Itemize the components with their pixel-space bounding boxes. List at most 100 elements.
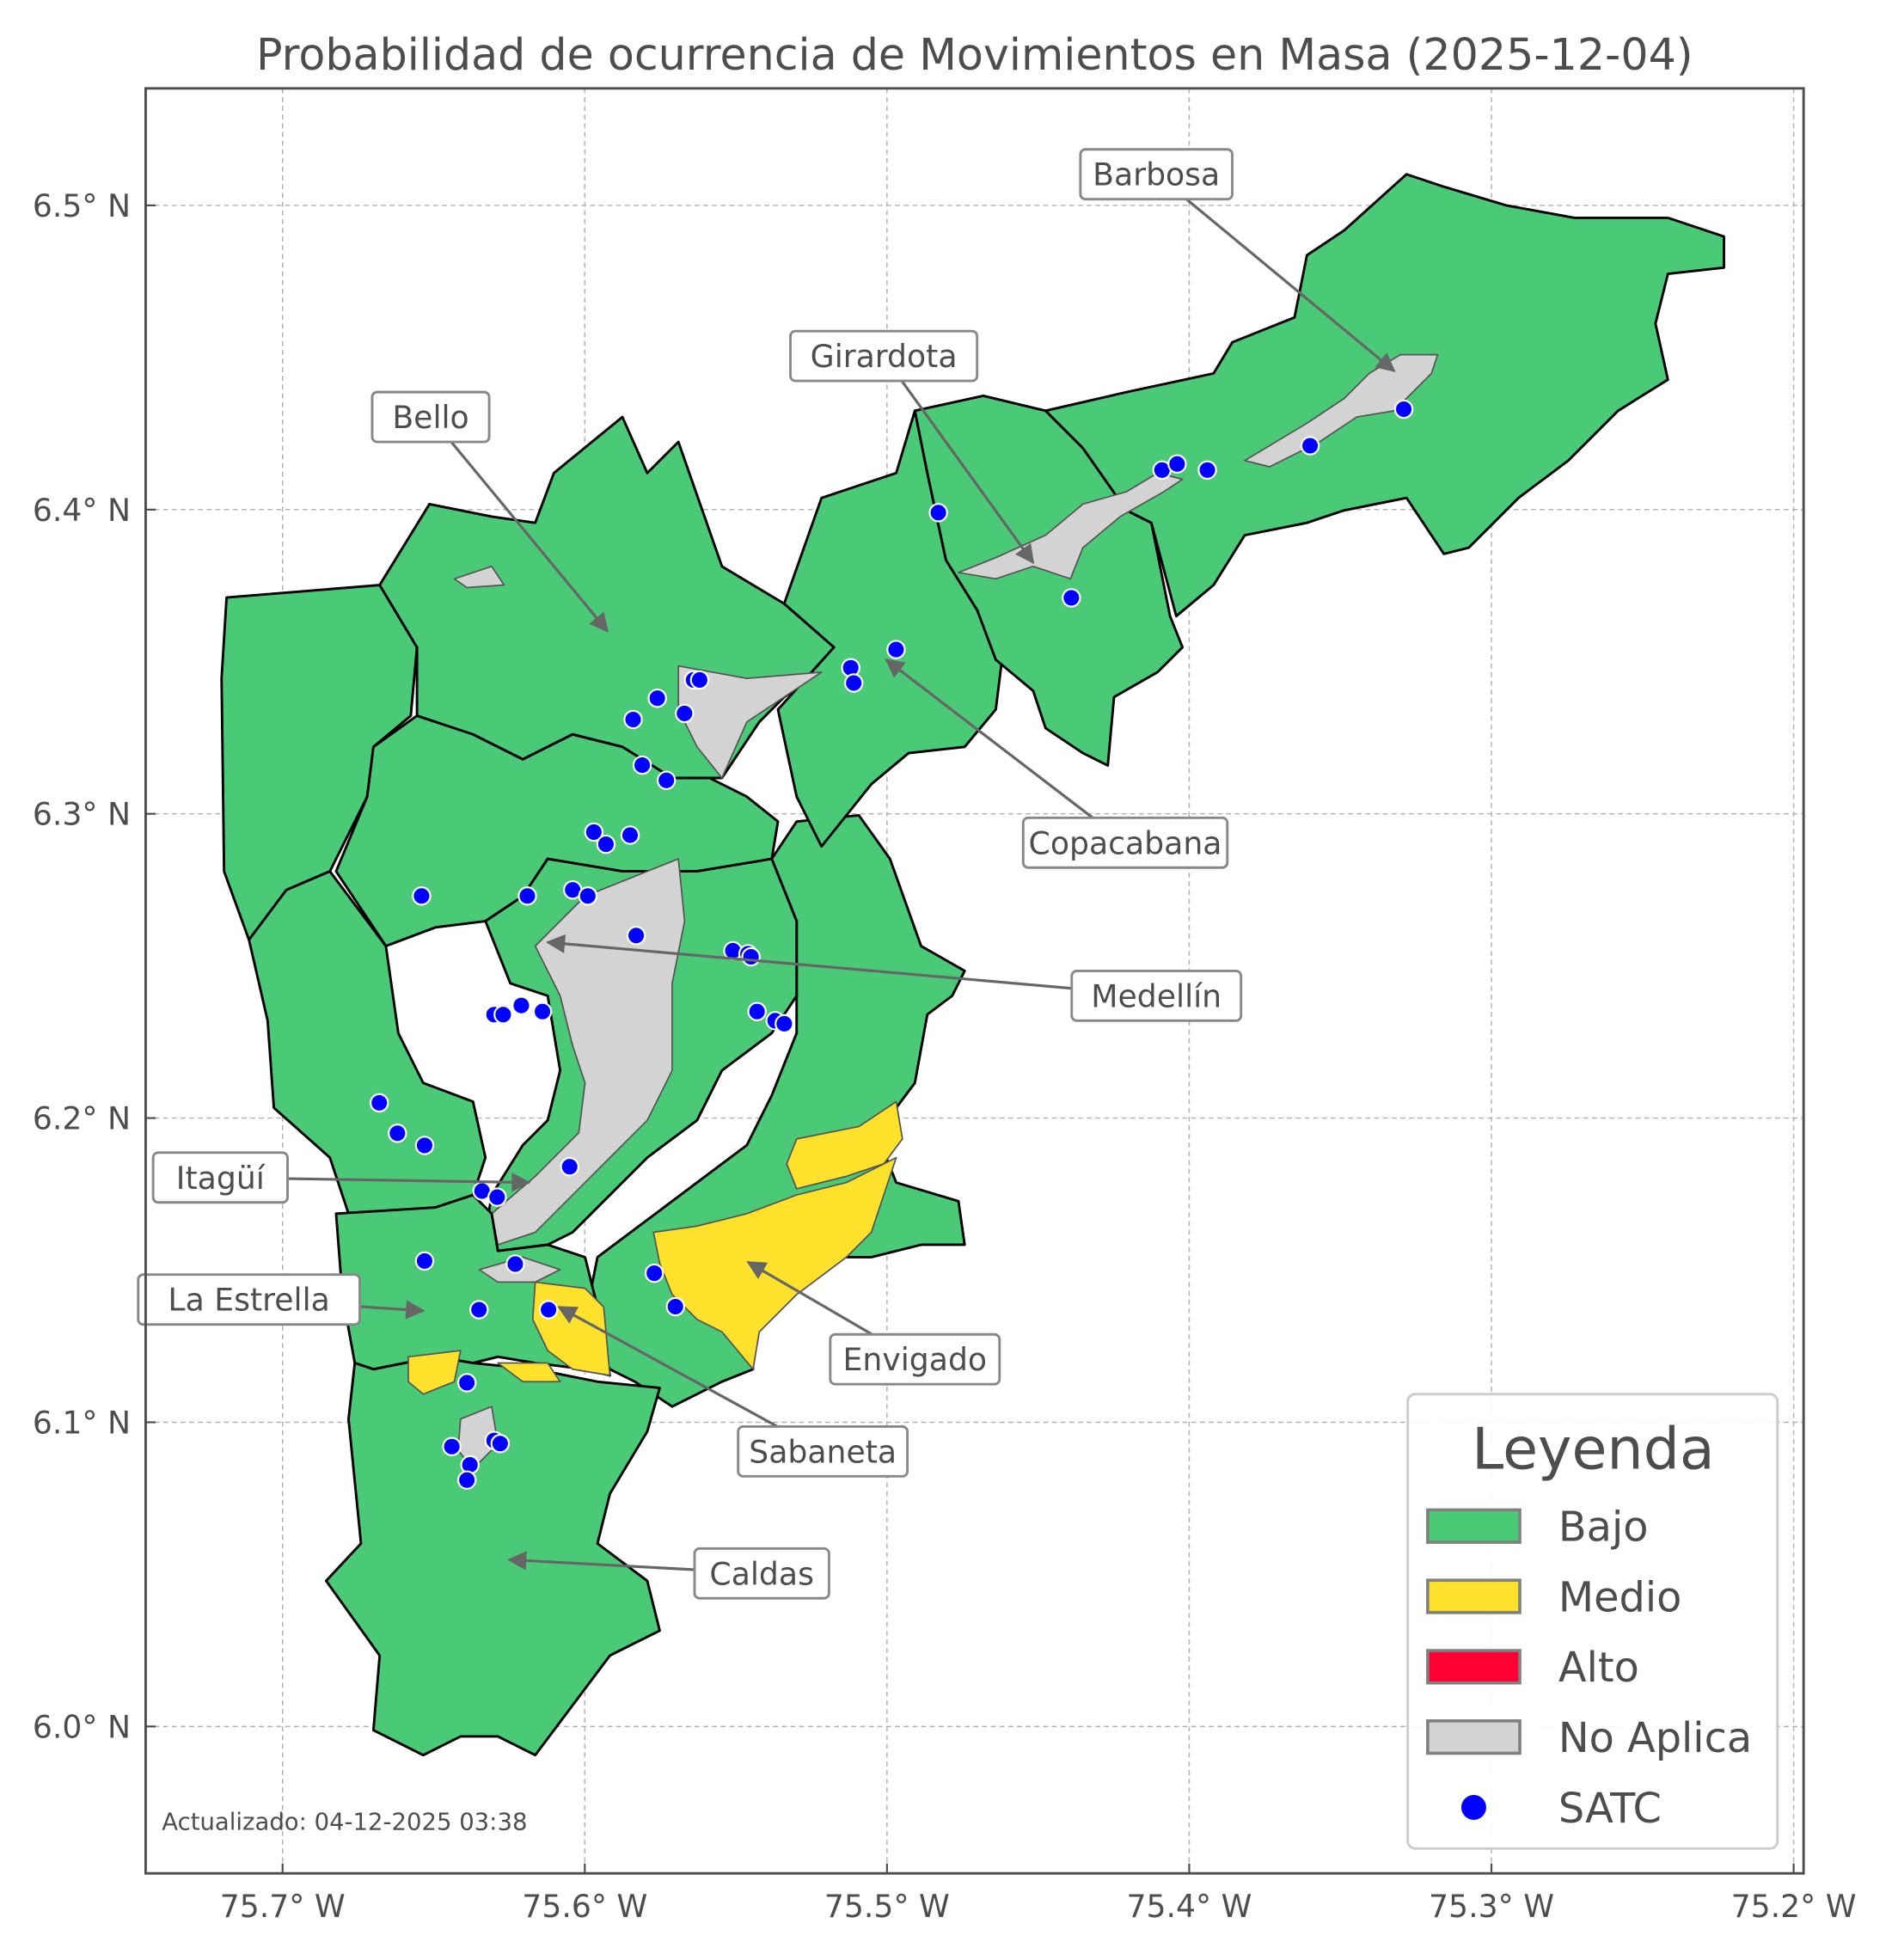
satc-point	[626, 926, 646, 946]
satc-point	[1167, 454, 1187, 474]
satc-point	[414, 1136, 435, 1155]
legend-label: SATC	[1558, 1785, 1662, 1833]
y-tick-label: 6.5° N	[33, 187, 131, 224]
annotation-box	[151, 1151, 289, 1204]
region-medellin-west-rural	[248, 870, 487, 1216]
satc-point	[843, 673, 864, 693]
municipality-label: La Estrella	[168, 1282, 329, 1319]
medio-envigado-north	[786, 1100, 903, 1190]
satc-point	[1393, 399, 1414, 420]
annotation-arrow	[882, 355, 1035, 565]
satc-point	[623, 709, 643, 730]
x-tick-label: 75.5° W	[824, 1888, 950, 1925]
satc-point	[388, 1124, 407, 1143]
axes-frame	[144, 87, 1805, 1875]
legend-label: Medio	[1558, 1574, 1681, 1621]
annotation-arrow	[545, 934, 1157, 997]
municipality-label: Medellín	[1091, 977, 1222, 1014]
legend-marker	[1460, 1794, 1486, 1820]
municipality-label: Girardota	[811, 338, 958, 375]
satc-point	[647, 688, 667, 708]
legend-swatch	[1426, 1649, 1522, 1685]
satc-point	[469, 1300, 489, 1320]
satc-point	[886, 640, 906, 659]
x-tick-label: 75.2° W	[1731, 1888, 1857, 1925]
satc-point	[560, 1156, 579, 1177]
municipality-polygons	[220, 173, 1725, 1757]
satc-point	[442, 1436, 462, 1457]
municipality-annotations: Barbosa Girardota Bello Copacabana Medellín I…	[137, 148, 1396, 1600]
satc-point	[456, 1373, 477, 1393]
legend-label: Alto	[1558, 1645, 1639, 1692]
satc-point	[632, 755, 652, 775]
region-copacabana	[776, 409, 1004, 848]
legend-label: Bajo	[1558, 1504, 1649, 1552]
annotation-arrow	[885, 658, 1126, 844]
satc-point	[412, 886, 432, 906]
no-aplica-medellin-core	[491, 858, 686, 1246]
x-tick-label: 75.4° W	[1126, 1888, 1252, 1925]
annotation-arrow	[1155, 173, 1396, 372]
municipality-label: Itagüí	[176, 1160, 266, 1197]
satc-point	[741, 946, 761, 967]
satc-point	[511, 995, 531, 1015]
municipality-label: Barbosa	[1093, 156, 1220, 193]
y-tick-label: 6.1° N	[33, 1405, 131, 1442]
satc-point	[596, 834, 616, 854]
legend-title: Leyenda	[1472, 1416, 1715, 1483]
satc-point	[493, 1005, 513, 1025]
satc-point	[620, 825, 640, 845]
satc-point	[928, 503, 948, 523]
annotation-box	[789, 329, 979, 383]
satc-point	[656, 770, 677, 790]
satc-point	[414, 1251, 435, 1271]
municipality-label: Sabaneta	[749, 1433, 897, 1470]
y-tick-label: 6.4° N	[33, 492, 131, 529]
satc-point	[675, 703, 695, 724]
x-tick-label: 75.3° W	[1429, 1888, 1554, 1925]
medio-caldas	[407, 1350, 462, 1395]
satc-point	[775, 1014, 794, 1034]
annotation-box	[1070, 969, 1243, 1022]
satc-point	[1062, 588, 1081, 608]
municipality-label: Caldas	[709, 1555, 814, 1592]
legend-swatch	[1426, 1578, 1522, 1614]
annotation-box	[1021, 816, 1229, 869]
region-bello	[378, 415, 836, 780]
satc-point	[1197, 460, 1217, 481]
y-tick-label: 6.0° N	[33, 1708, 131, 1745]
x-tick-label: 75.7° W	[220, 1888, 346, 1925]
satc-point	[578, 886, 598, 906]
satc-point	[538, 1300, 559, 1320]
municipality-label: Envigado	[843, 1341, 988, 1378]
annotation-box	[737, 1424, 909, 1478]
satc-point	[487, 1187, 507, 1207]
municipality-label: Bello	[392, 399, 468, 436]
map-title: Probabilidad de ocurrencia de Movimiento…	[256, 29, 1693, 80]
satc-point	[644, 1263, 664, 1283]
satc-point	[370, 1093, 389, 1113]
satc-point	[1300, 436, 1320, 456]
satc-points	[370, 399, 1414, 1490]
satc-point	[532, 1001, 553, 1021]
legend-label: No Aplica	[1558, 1715, 1752, 1762]
satc-point	[689, 670, 710, 690]
annotation-box	[137, 1273, 361, 1326]
x-tick-label: 75.6° W	[522, 1888, 647, 1925]
y-tick-label: 6.3° N	[33, 796, 131, 833]
satc-point	[517, 886, 537, 906]
axis-ticks: 75.7° W 75.6° W 75.5° W 75.4° W 75.3° W 75.2°…	[33, 187, 1857, 1925]
satc-point	[456, 1470, 477, 1490]
no-aplica-bello-west	[453, 565, 505, 589]
legend-swatch	[1426, 1508, 1522, 1544]
annotation-box	[693, 1547, 830, 1600]
satc-point	[505, 1254, 525, 1274]
update-timestamp: Actualizado: 04-12-2025 03:38	[162, 1809, 527, 1836]
satc-point	[747, 1001, 767, 1021]
satc-point	[490, 1434, 511, 1454]
legend: Leyenda Bajo Medio Alto No Aplica SATC	[1406, 1393, 1779, 1850]
medio-la-estrella	[497, 1362, 561, 1383]
annotation-arrow	[429, 416, 609, 633]
legend-swatch	[1426, 1719, 1522, 1755]
